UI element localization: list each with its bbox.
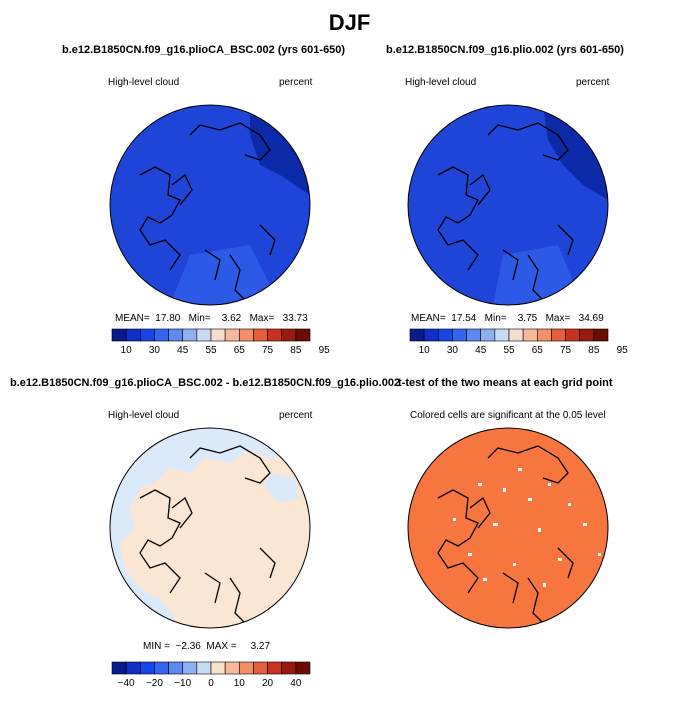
colorbar-swatch xyxy=(196,328,212,342)
colorbar-tick-label: 40 xyxy=(290,678,302,689)
colorbar-swatch xyxy=(210,661,226,675)
colorbar-swatch xyxy=(267,328,283,342)
colorbar-swatch xyxy=(125,661,141,675)
colorbar-swatch xyxy=(466,328,482,342)
colorbar-swatch xyxy=(423,328,439,342)
colorbar-tick-label: 55 xyxy=(503,345,515,356)
colorbar-swatch xyxy=(593,328,609,342)
colorbar-tick-label: 95 xyxy=(617,345,629,356)
colorbar-swatch xyxy=(565,328,581,342)
colorbar-swatch xyxy=(494,328,510,342)
colorbar-swatch xyxy=(508,328,524,342)
panel-3-stats: MIN = −2.36 MAX = 3.27 xyxy=(143,641,271,652)
panel-4-map xyxy=(407,427,609,629)
colorbar-swatch xyxy=(238,661,254,675)
colorbar-tick-label: 45 xyxy=(177,345,189,356)
panel-1-colorbar: 10 30 45 55 65 75 85 95 xyxy=(111,328,330,356)
panel-4-coastline xyxy=(437,445,574,624)
colorbar-tick-label: −20 xyxy=(146,678,163,689)
colorbar-tick-label: 30 xyxy=(149,345,161,356)
colorbar-tick-label: 10 xyxy=(121,345,133,356)
colorbar-swatch xyxy=(522,328,538,342)
colorbar-swatch xyxy=(267,661,283,675)
colorbar-swatch xyxy=(480,328,496,342)
colorbar-tick-label: 65 xyxy=(532,345,544,356)
panel-3-map xyxy=(109,427,311,629)
colorbar-swatch xyxy=(281,661,297,675)
colorbar-swatch xyxy=(111,661,127,675)
panel-2-title: b.e12.B1850CN.f09_g16.plio.002 (yrs 601-… xyxy=(386,44,624,56)
panel-1-variable-label: High-level cloud xyxy=(108,77,180,88)
colorbar-tick-label: 10 xyxy=(234,678,246,689)
colorbar-tick-label: 85 xyxy=(290,345,302,356)
colorbar-tick-label: 85 xyxy=(588,345,600,356)
panel-2-coastline xyxy=(437,122,574,301)
colorbar-swatch xyxy=(125,328,141,342)
panel-3-negative-region xyxy=(110,428,310,628)
panel-1-light-region xyxy=(170,245,280,305)
colorbar-tick-label: 65 xyxy=(234,345,246,356)
colorbar-tick-label: 30 xyxy=(447,345,459,356)
colorbar-swatch xyxy=(111,328,127,342)
panel-1-stats: MEAN= 17.80 Min= 3.62 Max= 33.73 xyxy=(115,313,308,324)
colorbar-swatch xyxy=(281,328,297,342)
colorbar-swatch xyxy=(168,328,184,342)
colorbar-tick-label: 95 xyxy=(319,345,331,356)
colorbar-swatch xyxy=(551,328,566,342)
panel-2-stats: MEAN= 17.54 Min= 3.75 Max= 34.69 xyxy=(411,313,604,324)
colorbar-swatch xyxy=(437,328,453,342)
colorbar-tick-label: 75 xyxy=(262,345,274,356)
panel-4-title: t-test of the two means at each grid poi… xyxy=(398,377,613,389)
colorbar-tick-label: 10 xyxy=(419,345,431,356)
colorbar-swatch xyxy=(154,328,169,342)
colorbar-swatch xyxy=(579,328,595,342)
colorbar-tick-label: −10 xyxy=(174,678,191,689)
colorbar-swatch xyxy=(154,661,169,675)
colorbar-tick-label: −40 xyxy=(118,678,135,689)
panel-2-colorbar: 10 30 45 55 65 75 85 95 xyxy=(409,328,628,356)
colorbar-swatch xyxy=(224,328,240,342)
panel-3-colorbar: −40 −20 −10 0 10 20 40 xyxy=(111,661,311,689)
colorbar-swatch xyxy=(139,328,155,342)
colorbar-swatch xyxy=(253,661,268,675)
colorbar-swatch xyxy=(238,328,254,342)
panel-2-variable-label: High-level cloud xyxy=(405,77,477,88)
colorbar-tick-label: 0 xyxy=(208,678,214,689)
panel-3-variable-label: High-level cloud xyxy=(108,410,180,421)
panel-4-field xyxy=(408,428,608,628)
colorbar-swatch xyxy=(295,328,311,342)
colorbar-tick-label: 20 xyxy=(262,678,274,689)
panel-4-significance-label: Colored cells are significant at the 0.0… xyxy=(410,410,606,421)
panel-1-units-label: percent xyxy=(279,77,313,88)
colorbar-swatch xyxy=(295,661,311,675)
panel-2-map xyxy=(407,104,609,306)
colorbar-swatch xyxy=(168,661,184,675)
colorbar-tick-label: 45 xyxy=(475,345,487,356)
colorbar-swatch xyxy=(224,661,240,675)
figure-title: DJF xyxy=(328,10,371,35)
panel-3-coastline xyxy=(139,445,276,624)
colorbar-swatch xyxy=(210,328,226,342)
panel-3-title: b.e12.B1850CN.f09_g16.plioCA_BSC.002 - b… xyxy=(10,377,401,389)
panel-2-units-label: percent xyxy=(576,77,610,88)
panel-1-title: b.e12.B1850CN.f09_g16.plioCA_BSC.002 (yr… xyxy=(62,44,346,56)
panel-3-units-label: percent xyxy=(279,410,313,421)
panel-4-insignificant-cells xyxy=(453,468,601,587)
panel-1-coastline xyxy=(139,122,276,301)
colorbar-swatch xyxy=(182,661,198,675)
panel-1-map xyxy=(109,104,311,306)
colorbar-tick-label: 55 xyxy=(205,345,217,356)
colorbar-swatch xyxy=(253,328,268,342)
colorbar-swatch xyxy=(139,661,155,675)
panel-3-negative-patch xyxy=(265,473,300,503)
colorbar-swatch xyxy=(409,328,425,342)
colorbar-tick-label: 75 xyxy=(560,345,572,356)
colorbar-swatch xyxy=(536,328,552,342)
colorbar-swatch xyxy=(182,328,198,342)
colorbar-swatch xyxy=(196,661,212,675)
colorbar-swatch xyxy=(452,328,467,342)
